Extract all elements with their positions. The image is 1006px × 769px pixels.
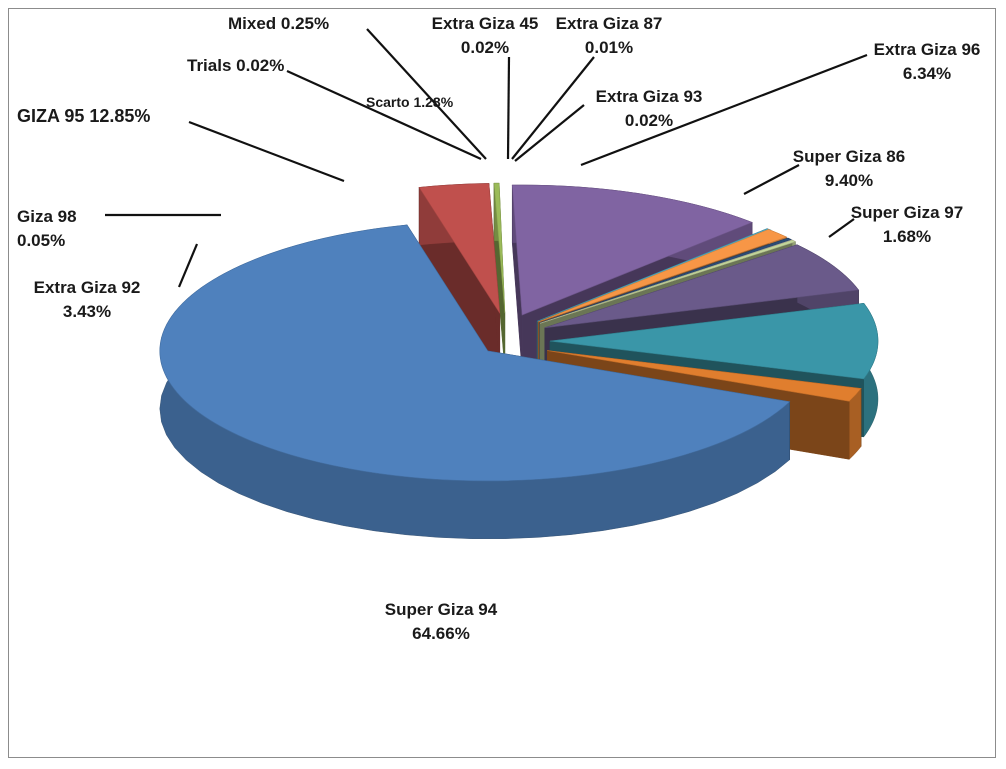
pie-slice-giza-95 — [511, 184, 753, 316]
leader-line-extra-giza-87 — [511, 56, 595, 160]
data-label-name-extra-giza-92: Extra Giza 92 — [34, 278, 141, 297]
leader-line-extra-giza-45 — [506, 56, 511, 160]
data-label-value-giza-98: 0.05% — [17, 231, 65, 250]
data-label-mixed: Mixed 0.25% — [228, 14, 329, 33]
data-label-value-extra-giza-45: 0.02% — [461, 38, 509, 57]
data-labels-group: Super Giza 94 64.66% Extra Giza 92 3.43% Giz… — [17, 14, 980, 643]
data-label-value-extra-giza-87: 0.01% — [585, 38, 633, 57]
pie-chart: Super Giza 94 64.66% Extra Giza 92 3.43% Giz… — [17, 14, 980, 643]
data-label-name-extra-giza-93: Extra Giza 93 — [596, 87, 703, 106]
data-label-name-super-giza-86: Super Giza 86 — [793, 147, 905, 166]
pie-slice-giza-98 — [493, 182, 506, 314]
leader-line-giza-95 — [188, 120, 345, 183]
leader-line-trials — [286, 69, 482, 161]
data-label-name-super-giza-97: Super Giza 97 — [851, 203, 963, 222]
data-label-value-extra-giza-96: 6.34% — [903, 64, 951, 83]
pie-slice-super-giza-86 — [549, 302, 879, 380]
pie-slice-super-giza-97 — [547, 350, 862, 402]
data-label-name-super-giza-94: Super Giza 94 — [385, 600, 498, 619]
data-label-giza-95: GIZA 95 12.85% — [17, 106, 150, 126]
data-label-scarto: Scarto 1.28% — [366, 94, 454, 110]
data-label-name-giza-98: Giza 98 — [17, 207, 77, 226]
data-label-trials: Trials 0.02% — [187, 56, 284, 75]
data-label-name-extra-giza-96: Extra Giza 96 — [874, 40, 981, 59]
data-label-value-super-giza-94: 64.66% — [412, 624, 470, 643]
data-label-name-extra-giza-45: Extra Giza 45 — [432, 14, 539, 33]
pie-slice-extra-giza-93 — [539, 239, 797, 324]
leader-line-extra-giza-93 — [514, 104, 585, 162]
data-label-name-extra-giza-87: Extra Giza 87 — [556, 14, 663, 33]
pie-slice-scarto — [538, 229, 788, 323]
leader-line-extra-giza-96 — [580, 53, 868, 167]
data-label-value-super-giza-97: 1.68% — [883, 227, 931, 246]
pie-tops-group — [159, 182, 879, 482]
pie-slice-super-giza-94 — [159, 224, 791, 482]
pie-slice-extra-giza-96 — [544, 244, 860, 329]
leader-line-super-giza-86 — [743, 164, 800, 195]
leader-line-super-giza-97 — [828, 218, 855, 238]
leader-line-mixed — [366, 28, 487, 160]
chart-frame: Super Giza 94 64.66% Extra Giza 92 3.43% Giz… — [8, 8, 996, 758]
data-label-value-extra-giza-93: 0.02% — [625, 111, 673, 130]
pie-slice-extra-giza-92 — [418, 183, 501, 314]
pie-slice-mixed — [539, 237, 793, 324]
leader-lines-group — [105, 28, 868, 288]
data-label-value-extra-giza-92: 3.43% — [63, 302, 111, 321]
data-label-value-super-giza-86: 9.40% — [825, 171, 873, 190]
leader-line-extra-giza-92 — [177, 243, 199, 288]
